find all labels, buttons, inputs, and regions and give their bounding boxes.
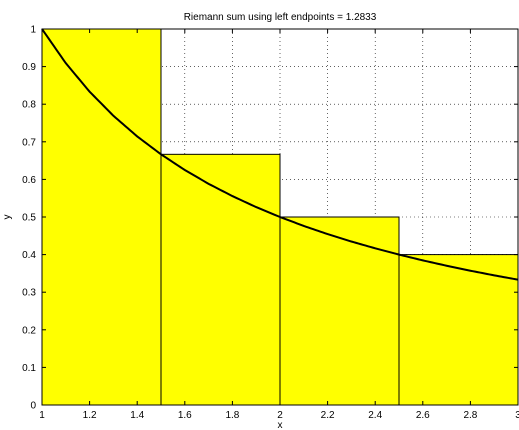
riemann-rectangle — [160, 153, 281, 406]
x-tick-label: 1.4 — [130, 410, 144, 421]
riemann-rectangle — [279, 216, 400, 406]
x-tick-label: 2.4 — [368, 410, 382, 421]
chart-title: Riemann sum using left endpoints = 1.283… — [184, 12, 377, 23]
riemann-rectangles — [41, 28, 519, 406]
y-tick-label: 0.9 — [22, 62, 36, 73]
y-tick-label: 0.5 — [22, 213, 36, 224]
x-axis-label: x — [278, 420, 283, 430]
y-tick-label: 0.2 — [22, 325, 36, 336]
y-tick-label: 0.8 — [22, 100, 36, 111]
y-tick-label: 0 — [30, 401, 36, 412]
x-tick-label: 1.2 — [83, 410, 97, 421]
function-curve — [41, 28, 519, 281]
x-tick-label: 2.8 — [463, 410, 477, 421]
x-tick-label: 1 — [39, 410, 45, 421]
y-tick-label: 0.7 — [22, 137, 36, 148]
y-axis-label: y — [2, 215, 13, 220]
x-tick-label: 1.6 — [178, 410, 192, 421]
y-tick-label: 0.4 — [22, 250, 36, 261]
x-tick-label: 1.8 — [225, 410, 239, 421]
x-tick-label: 2 — [277, 410, 283, 421]
x-axis-ticks: 1 1.2 1.4 1.6 1.8 2 2.2 2.4 2.6 2.8 3 — [39, 29, 519, 421]
riemann-rectangle — [41, 28, 162, 406]
x-tick-label: 3 — [515, 410, 519, 421]
y-axis-ticks: 0 0.1 0.2 0.3 0.4 0.5 0.6 0.7 0.8 0.9 1 — [22, 25, 518, 412]
x-tick-label: 2.2 — [321, 410, 335, 421]
x-tick-label: 2.6 — [416, 410, 430, 421]
y-tick-label: 0.3 — [22, 288, 36, 299]
y-tick-label: 1 — [30, 25, 36, 36]
y-tick-label: 0.6 — [22, 175, 36, 186]
y-tick-label: 0.1 — [22, 363, 36, 374]
